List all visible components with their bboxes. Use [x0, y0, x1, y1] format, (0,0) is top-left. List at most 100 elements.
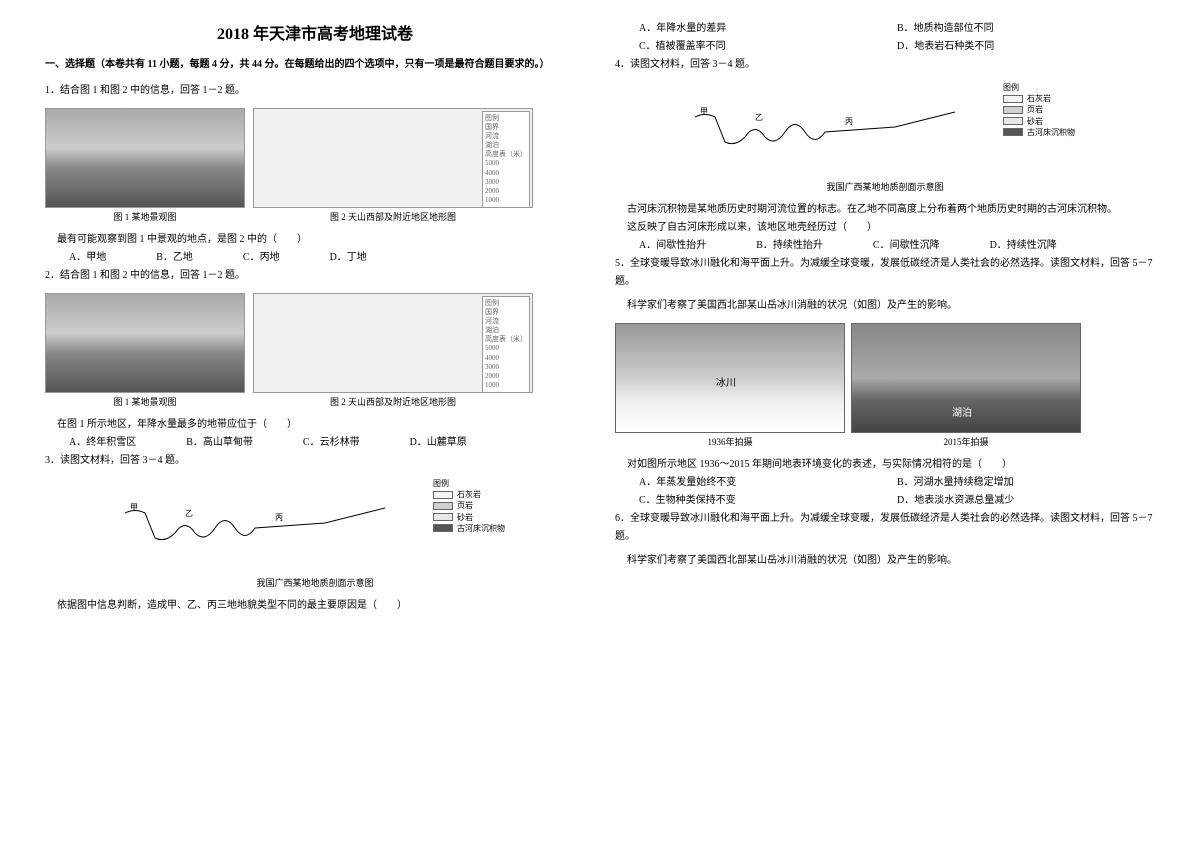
landscape-image: [45, 108, 245, 208]
option-b: B．地质构造部位不同: [897, 20, 1155, 38]
glacier-2015-wrap: 湖泊 2015年拍摄: [851, 323, 1081, 448]
marker-jia: 甲: [130, 503, 138, 512]
glacier-1936-image: 冰川: [615, 323, 845, 433]
cross-section-svg: 甲 乙 丙: [695, 102, 955, 152]
marker-bing: 丙: [275, 513, 283, 522]
q4-text1: 古河床沉积物是某地质历史时期河流位置的标志。在乙地不同高度上分布着两个地质历史时…: [627, 201, 1155, 219]
option-c: C．丙地: [243, 249, 280, 267]
elevation: 5000: [485, 159, 527, 168]
legend-item: 湖泊: [485, 141, 527, 150]
q2-img2-wrap: 图例 国界 河流 湖泊 高度表（米） 5000 4000 3000 2000 1…: [253, 293, 533, 408]
q1-images: 图 1 某地景观图 图例 国界 河流 湖泊 高度表（米） 5000 4000 3…: [45, 108, 585, 223]
elevation: 3000: [485, 363, 527, 372]
option-d: D．山麓草原: [410, 434, 467, 452]
option-b: B．高山草甸带: [186, 434, 253, 452]
legend-item: 砂岩: [1003, 116, 1075, 127]
q1-img1-wrap: 图 1 某地景观图: [45, 108, 245, 223]
map-image: 图例 国界 河流 湖泊 高度表（米） 5000 4000 3000 2000 1…: [253, 108, 533, 208]
q3-text: 依据图中信息判断，造成甲、乙、丙三地地貌类型不同的最主要原因是（ ）: [57, 597, 585, 615]
q3-img-caption: 我国广西某地地质剖面示意图: [45, 576, 585, 589]
legend-item: 国界: [485, 123, 527, 132]
q3-intro: 3．读图文材料，回答 3－4 题。: [45, 452, 585, 470]
elevation: 1000: [485, 381, 527, 390]
option-c: C．间歇性沉降: [873, 237, 940, 255]
option-a: A．年降水量的差异: [639, 20, 897, 38]
svg-text:丙: 丙: [845, 117, 853, 126]
option-b: B．河湖水量持续稳定增加: [897, 474, 1155, 492]
q2-images: 图 1 某地景观图 图例 国界 河流 湖泊 高度表（米） 5000 4000 3…: [45, 293, 585, 408]
option-a: A．终年积雪区: [69, 434, 136, 452]
q1-img1-caption: 图 1 某地景观图: [45, 210, 245, 223]
svg-text:乙: 乙: [755, 113, 763, 122]
q1-intro: 1．结合图 1 和图 2 中的信息，回答 1－2 题。: [45, 82, 585, 100]
q1-img2-caption: 图 2 天山西部及附近地区地形图: [253, 210, 533, 223]
glacier-1936-wrap: 冰川 1936年拍摄: [615, 323, 845, 448]
q1-text: 最有可能观察到图 1 中景观的地点，是图 2 中的（ ）: [57, 231, 585, 249]
option-c: C．云杉林带: [303, 434, 360, 452]
legend-item: 石灰岩: [1003, 93, 1075, 104]
q4-cross-section: 甲 乙 丙 图例 石灰岩 页岩 砂岩 古河床沉积物: [695, 82, 1075, 172]
q2-img1-wrap: 图 1 某地景观图: [45, 293, 245, 408]
lake-label: 湖泊: [952, 404, 972, 419]
elevation: 2000: [485, 372, 527, 381]
legend-item: 古河床沉积物: [1003, 127, 1075, 138]
q2-options: A．终年积雪区 B．高山草甸带 C．云杉林带 D．山麓草原: [69, 434, 585, 452]
legend-item: 页岩: [433, 500, 505, 511]
legend-item: 石灰岩: [433, 489, 505, 500]
q2-img2-caption: 图 2 天山西部及附近地区地形图: [253, 395, 533, 408]
elevation: 5000: [485, 344, 527, 353]
glacier-2015-caption: 2015年拍摄: [851, 435, 1081, 448]
option-b: B．持续性抬升: [756, 237, 823, 255]
legend-item: 砂岩: [433, 512, 505, 523]
q5-text1: 科学家们考察了美国西北部某山岳冰川消融的状况（如图）及产生的影响。: [627, 297, 1155, 315]
map-image: 图例 国界 河流 湖泊 高度表（米） 5000 4000 3000 2000 1…: [253, 293, 533, 393]
elevation: 2000: [485, 187, 527, 196]
legend-item: 高度表（米）: [485, 335, 527, 344]
cross-section-svg: 甲 乙 丙: [125, 498, 385, 548]
q1-img2-wrap: 图例 国界 河流 湖泊 高度表（米） 5000 4000 3000 2000 1…: [253, 108, 533, 223]
q4-intro: 4．读图文材料，回答 3－4 题。: [615, 56, 1155, 74]
q4-options: A．间歇性抬升 B．持续性抬升 C．间歇性沉降 D．持续性沉降: [639, 237, 1155, 255]
legend-item: 高度表（米）: [485, 150, 527, 159]
elevation: 3000: [485, 178, 527, 187]
option-d: D．地表淡水资源总量减少: [897, 492, 1155, 510]
svg-text:甲: 甲: [700, 107, 708, 116]
glacier-images: 冰川 1936年拍摄 湖泊 2015年拍摄: [615, 323, 1155, 448]
map-legend: 图例 国界 河流 湖泊 高度表（米） 5000 4000 3000 2000 1…: [482, 111, 530, 208]
legend-title: 图例: [433, 478, 505, 489]
option-a: A．年蒸发量始终不变: [639, 474, 897, 492]
q2-text: 在图 1 所示地区，年降水量最多的地带应位于（ ）: [57, 416, 585, 434]
option-d: D．地表岩石种类不同: [897, 38, 1155, 56]
option-b: B．乙地: [156, 249, 193, 267]
q5-options: A．年蒸发量始终不变 B．河湖水量持续稳定增加 C．生物种类保持不变 D．地表淡…: [639, 474, 1155, 510]
legend-item: 古河床沉积物: [433, 523, 505, 534]
legend-title: 图例: [485, 299, 527, 308]
q5-intro: 5．全球变暖导致冰川融化和海平面上升。为减缓全球变暖，发展低碳经济是人类社会的必…: [615, 255, 1155, 291]
q4-img-caption: 我国广西某地地质剖面示意图: [615, 180, 1155, 193]
q4-text2: 这反映了自古河床形成以来，该地区地壳经历过（ ）: [627, 219, 1155, 237]
option-a: A．甲地: [69, 249, 106, 267]
option-d: D．丁地: [330, 249, 367, 267]
landscape-image: [45, 293, 245, 393]
map-legend: 图例 国界 河流 湖泊 高度表（米） 5000 4000 3000 2000 1…: [482, 296, 530, 393]
q6-intro: 6．全球变暖导致冰川融化和海平面上升。为减缓全球变暖，发展低碳经济是人类社会的必…: [615, 510, 1155, 546]
left-column: 2018 年天津市高考地理试卷 一、选择题（本卷共有 11 小题，每题 4 分，…: [30, 20, 600, 828]
q3-cross-section: 甲 乙 丙 图例 石灰岩 页岩 砂岩 古河床沉积物: [125, 478, 505, 568]
section-1-header: 一、选择题（本卷共有 11 小题，每题 4 分，共 44 分。在每题给出的四个选…: [45, 56, 585, 74]
option-c: C．生物种类保持不变: [639, 492, 897, 510]
q2-img1-caption: 图 1 某地景观图: [45, 395, 245, 408]
glacier-2015-image: 湖泊: [851, 323, 1081, 433]
q2-intro: 2．结合图 1 和图 2 中的信息，回答 1－2 题。: [45, 267, 585, 285]
cs-legend: 图例 石灰岩 页岩 砂岩 古河床沉积物: [433, 478, 505, 534]
cs-legend: 图例 石灰岩 页岩 砂岩 古河床沉积物: [1003, 82, 1075, 138]
elevation: 1000: [485, 196, 527, 205]
q1-options: A．甲地 B．乙地 C．丙地 D．丁地: [69, 249, 585, 267]
legend-item: 湖泊: [485, 326, 527, 335]
legend-item: 河流: [485, 132, 527, 141]
q5-text2: 对如图所示地区 1936～2015 年期间地表环境变化的表述，与实际情况相符的是…: [627, 456, 1155, 474]
q6-text1: 科学家们考察了美国西北部某山岳冰川消融的状况（如图）及产生的影响。: [627, 552, 1155, 570]
option-a: A．间歇性抬升: [639, 237, 706, 255]
right-column: A．年降水量的差异 B．地质构造部位不同 C．植被覆盖率不同 D．地表岩石种类不…: [600, 20, 1170, 828]
legend-title: 图例: [1003, 82, 1075, 93]
option-d: D．持续性沉降: [990, 237, 1057, 255]
